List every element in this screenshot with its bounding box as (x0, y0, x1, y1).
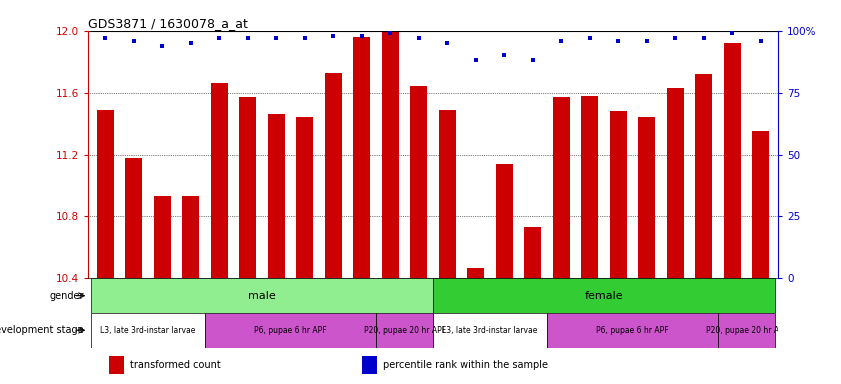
Bar (325, 73, 342, 278)
Bar (91, 313, 205, 348)
Bar (205, 313, 376, 348)
Bar (154, 196, 171, 278)
Bar (240, 97, 257, 278)
Bar (125, 158, 142, 278)
Text: transformed count: transformed count (130, 360, 221, 370)
Text: gender: gender (50, 291, 84, 301)
Bar (718, 313, 775, 348)
Bar (439, 110, 456, 278)
Text: P20, pupae 20 hr APF: P20, pupae 20 hr APF (363, 326, 446, 335)
Bar (638, 118, 655, 278)
Bar (496, 164, 513, 278)
Bar (362, 356, 377, 374)
Bar (97, 110, 114, 278)
Bar (410, 86, 427, 278)
Bar (433, 313, 547, 348)
Text: L3, late 3rd-instar larvae: L3, late 3rd-instar larvae (100, 326, 196, 335)
Text: percentile rank within the sample: percentile rank within the sample (383, 360, 547, 370)
Bar (581, 96, 599, 278)
Text: development stage: development stage (0, 325, 84, 335)
Bar (667, 88, 684, 278)
Bar (353, 37, 370, 278)
Text: male: male (248, 291, 276, 301)
Text: P20, pupae 20 hr APF: P20, pupae 20 hr APF (706, 326, 788, 335)
Bar (182, 196, 199, 278)
Bar (610, 111, 627, 278)
Bar (109, 356, 124, 374)
Text: GDS3871 / 1630078_a_at: GDS3871 / 1630078_a_at (88, 17, 248, 30)
Text: P6, pupae 6 hr APF: P6, pupae 6 hr APF (254, 326, 327, 335)
Bar (296, 118, 314, 278)
Text: female: female (584, 291, 623, 301)
Bar (376, 313, 433, 348)
Bar (382, 31, 399, 278)
Bar (433, 278, 775, 313)
Text: L3, late 3rd-instar larvae: L3, late 3rd-instar larvae (442, 326, 537, 335)
Bar (91, 278, 433, 313)
Bar (211, 83, 228, 278)
Text: P6, pupae 6 hr APF: P6, pupae 6 hr APF (596, 326, 669, 335)
Bar (724, 43, 741, 278)
Bar (547, 313, 718, 348)
Bar (753, 131, 770, 278)
Bar (524, 227, 542, 278)
Bar (468, 268, 484, 278)
Bar (267, 114, 285, 278)
Bar (553, 97, 570, 278)
Bar (696, 74, 712, 278)
